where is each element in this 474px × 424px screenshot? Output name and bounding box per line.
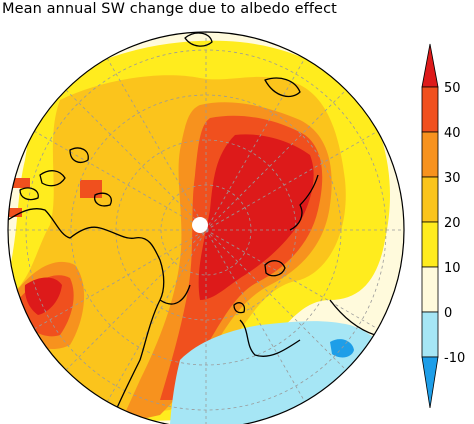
colorbar-tick-label: 0 <box>444 306 452 321</box>
coastlines <box>8 32 376 424</box>
map-title: Mean annual SW change due to albedo effe… <box>2 1 337 17</box>
colorbar-band <box>421 221 439 268</box>
field-left-patch <box>80 180 102 198</box>
map-field <box>8 32 404 424</box>
map-boundary <box>7 31 405 424</box>
field-left-patch <box>8 208 22 217</box>
field-above-50 <box>198 134 314 300</box>
colorbar-band <box>421 43 439 88</box>
colorbar-band <box>421 131 439 178</box>
colorbar-tick-label: -10 <box>444 351 465 366</box>
colorbar-band <box>421 311 439 358</box>
coastline-islands <box>19 147 112 207</box>
colorbar-band <box>421 176 439 223</box>
colorbar-tick-label: 50 <box>444 81 461 96</box>
colorbar-band <box>421 356 439 409</box>
pole-marker <box>192 217 208 233</box>
coastline-top <box>184 32 301 98</box>
colorbar-band <box>421 86 439 133</box>
colorbar-tick-label: 10 <box>444 261 461 276</box>
field-left-patch <box>8 178 30 188</box>
colorbar-band <box>421 266 439 313</box>
coastline-canada <box>8 208 165 301</box>
coastline-svalbard <box>233 260 286 314</box>
colorbar-tick-label: 20 <box>444 216 461 231</box>
colorbar-tick-label: 30 <box>444 171 461 186</box>
field-scandinavia-above-50 <box>24 277 62 315</box>
coastline-eurasia <box>239 174 376 357</box>
colorbar-tick-label: 40 <box>444 126 461 141</box>
